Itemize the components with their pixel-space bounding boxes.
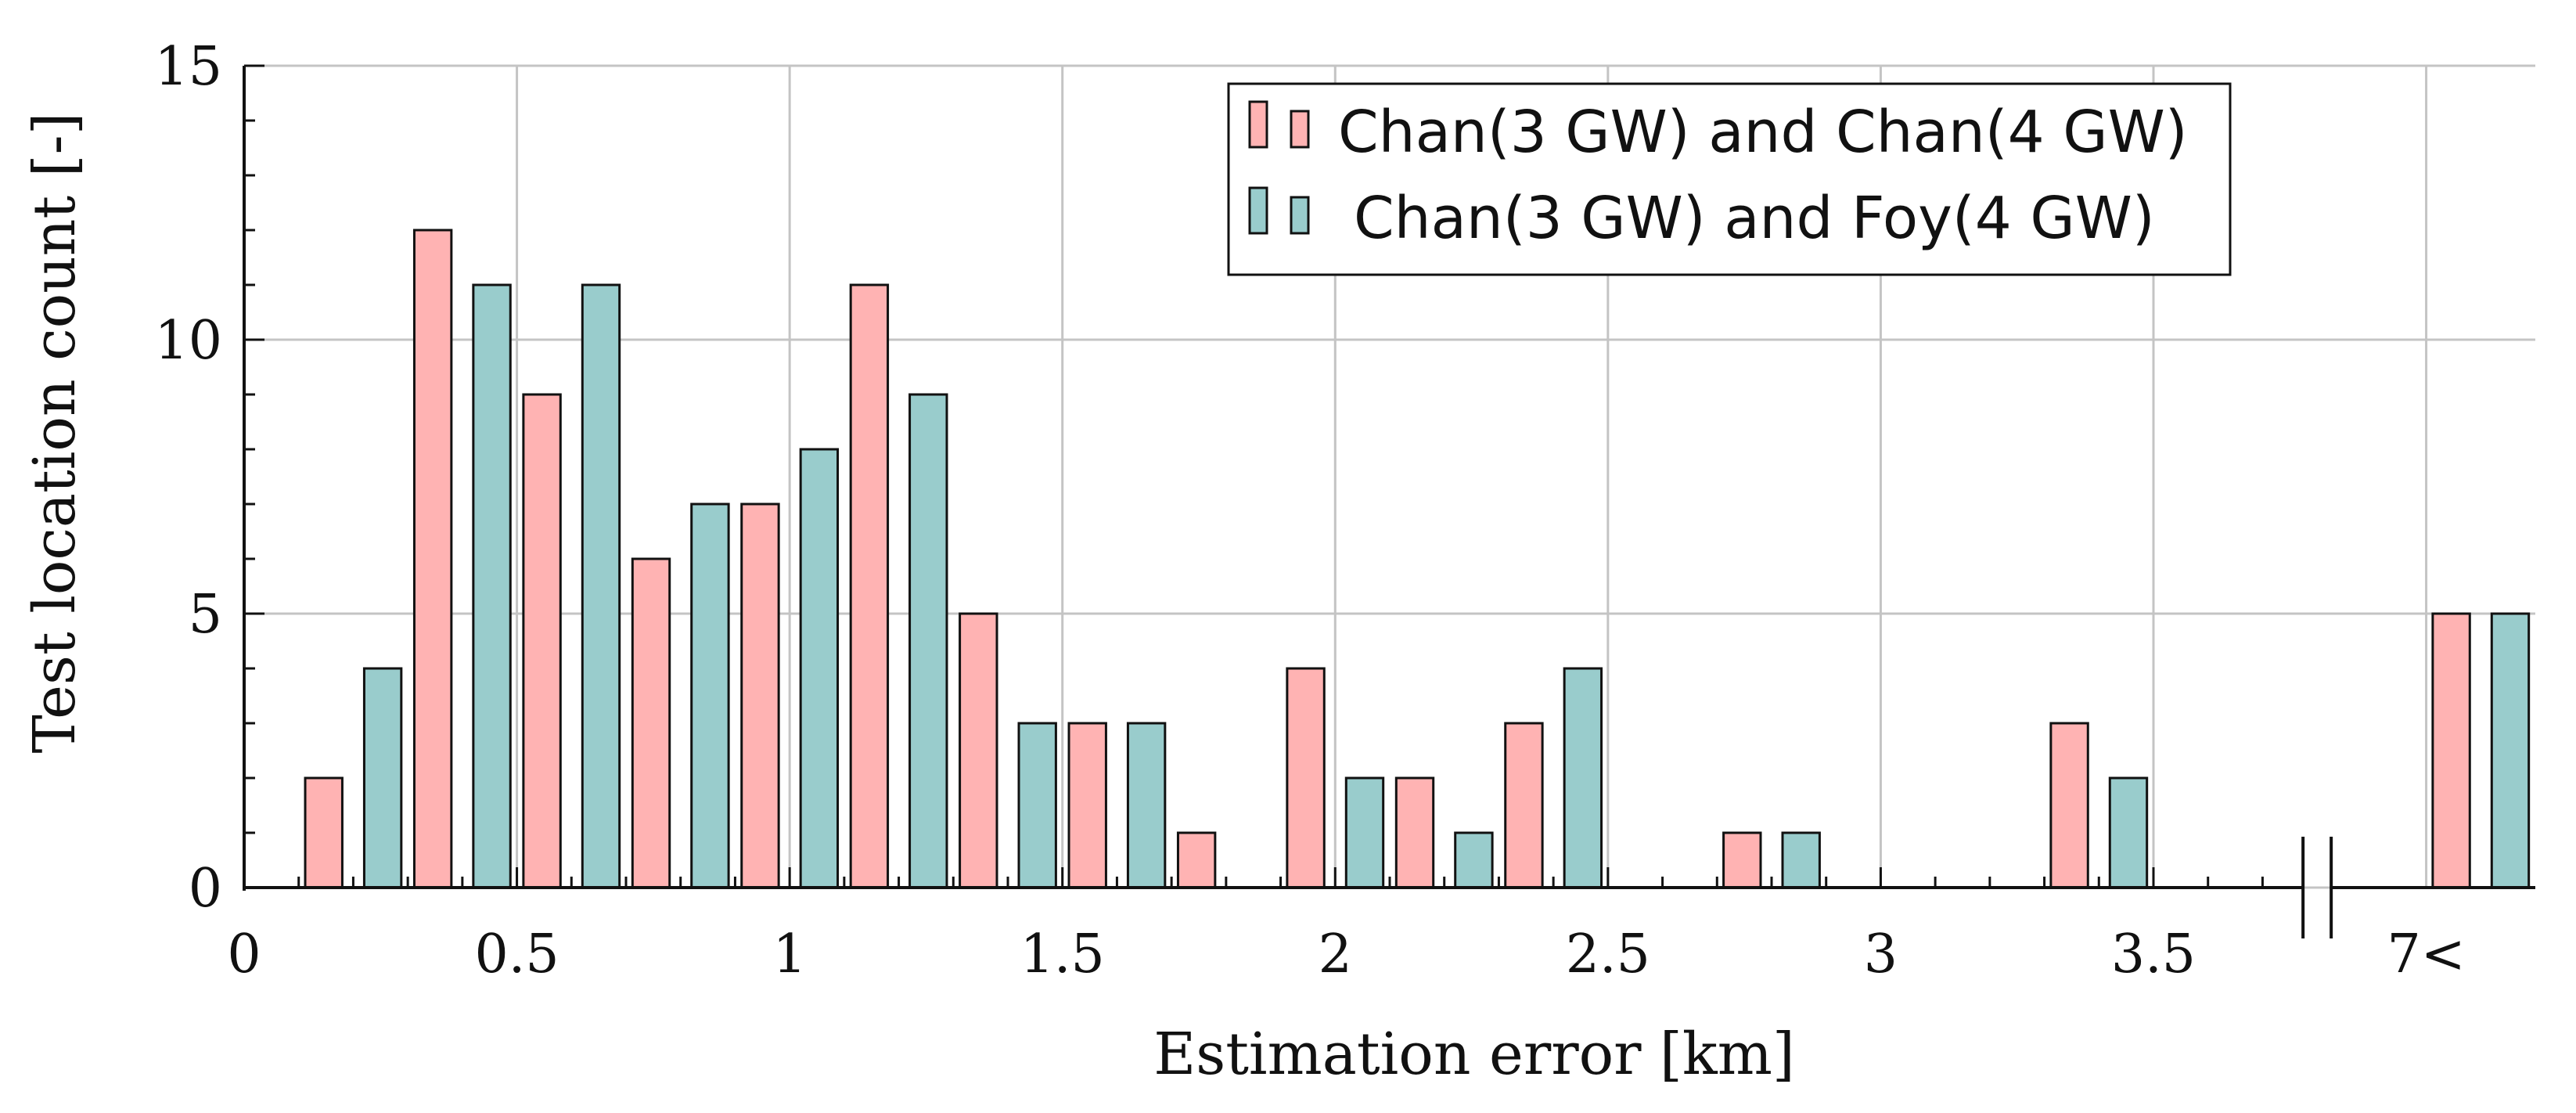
legend-label-series-2: Chan(3 GW) and Foy(4 GW): [1354, 185, 2155, 252]
y-tick-label-2: 10: [154, 310, 222, 372]
ticks-layer: 0 5 10 15 0 0.5 1 1.5 2 2.5 3 3.5 7<: [154, 36, 2465, 985]
x-tick-label-2: 1: [773, 924, 807, 985]
x-tick-label-8: 7<: [2387, 924, 2465, 985]
legend-box: [1227, 82, 2232, 276]
bars-layer: [304, 229, 2531, 889]
bar-series-1-bin-13: [1722, 831, 1762, 889]
bar-series-1-bin-5: [849, 283, 890, 889]
legend: Chan(3 GW) and Chan(4 GW) Chan(3 GW) and…: [1227, 82, 2232, 276]
legend-swatch-1b: [1290, 110, 1310, 149]
bar-series-1-bin-9: [1286, 667, 1326, 889]
bar-series-2-bin-11: [1563, 667, 1603, 889]
bar-series-2-bin-17: [2490, 612, 2531, 889]
bar-series-2-bin-13: [1781, 831, 1821, 889]
bar-series-2-bin-9: [1344, 776, 1385, 889]
x-tick-label-6: 3: [1864, 924, 1898, 985]
bar-series-2-bin-16: [2108, 776, 2149, 889]
axes-layer: [243, 66, 2535, 938]
bar-series-2-bin-7: [1126, 722, 1167, 889]
y-axis-title: Test location count [-]: [21, 113, 88, 754]
x-tick-label-5: 2.5: [1566, 924, 1650, 985]
bar-series-1-bin-1: [412, 229, 453, 889]
y-tick-label-0: 0: [189, 858, 222, 920]
legend-swatch-2b: [1290, 196, 1310, 235]
bar-series-1-bin-7: [1067, 722, 1107, 889]
x-tick-label-4: 2: [1319, 924, 1352, 985]
bar-series-1-bin-4: [740, 502, 780, 889]
bar-series-1-bin-0: [304, 776, 344, 889]
legend-swatch-1a: [1248, 100, 1268, 149]
legend-label-series-1: Chan(3 GW) and Chan(4 GW): [1338, 99, 2188, 166]
x-tick-label-1: 0.5: [474, 924, 559, 985]
bar-series-1-bin-6: [959, 612, 998, 889]
bar-series-1-bin-11: [1504, 722, 1544, 889]
bar-series-1-bin-3: [631, 557, 671, 889]
bar-series-2-bin-2: [581, 283, 621, 889]
bar-series-2-bin-0: [362, 667, 403, 889]
x-tick-label-7: 3.5: [2111, 924, 2196, 985]
x-tick-label-3: 1.5: [1020, 924, 1105, 985]
bar-series-1-bin-17: [2431, 612, 2471, 889]
bar-series-1-bin-8: [1176, 831, 1217, 889]
bar-series-2-bin-6: [1017, 722, 1057, 889]
bar-series-2-bin-5: [908, 393, 948, 889]
bar-series-1-bin-16: [2049, 722, 2089, 889]
bar-series-2-bin-10: [1454, 831, 1494, 889]
x-axis-title: Estimation error [km]: [1153, 1021, 1795, 1088]
y-tick-label-3: 15: [154, 36, 222, 98]
legend-swatch-2a: [1248, 186, 1268, 235]
bar-series-2-bin-3: [690, 502, 730, 889]
bar-series-1-bin-2: [522, 393, 562, 889]
x-tick-label-0: 0: [227, 924, 261, 985]
bar-series-1-bin-10: [1394, 776, 1435, 889]
bar-series-2-bin-1: [472, 283, 512, 889]
bar-series-2-bin-4: [799, 448, 840, 889]
y-tick-label-1: 5: [189, 584, 222, 646]
